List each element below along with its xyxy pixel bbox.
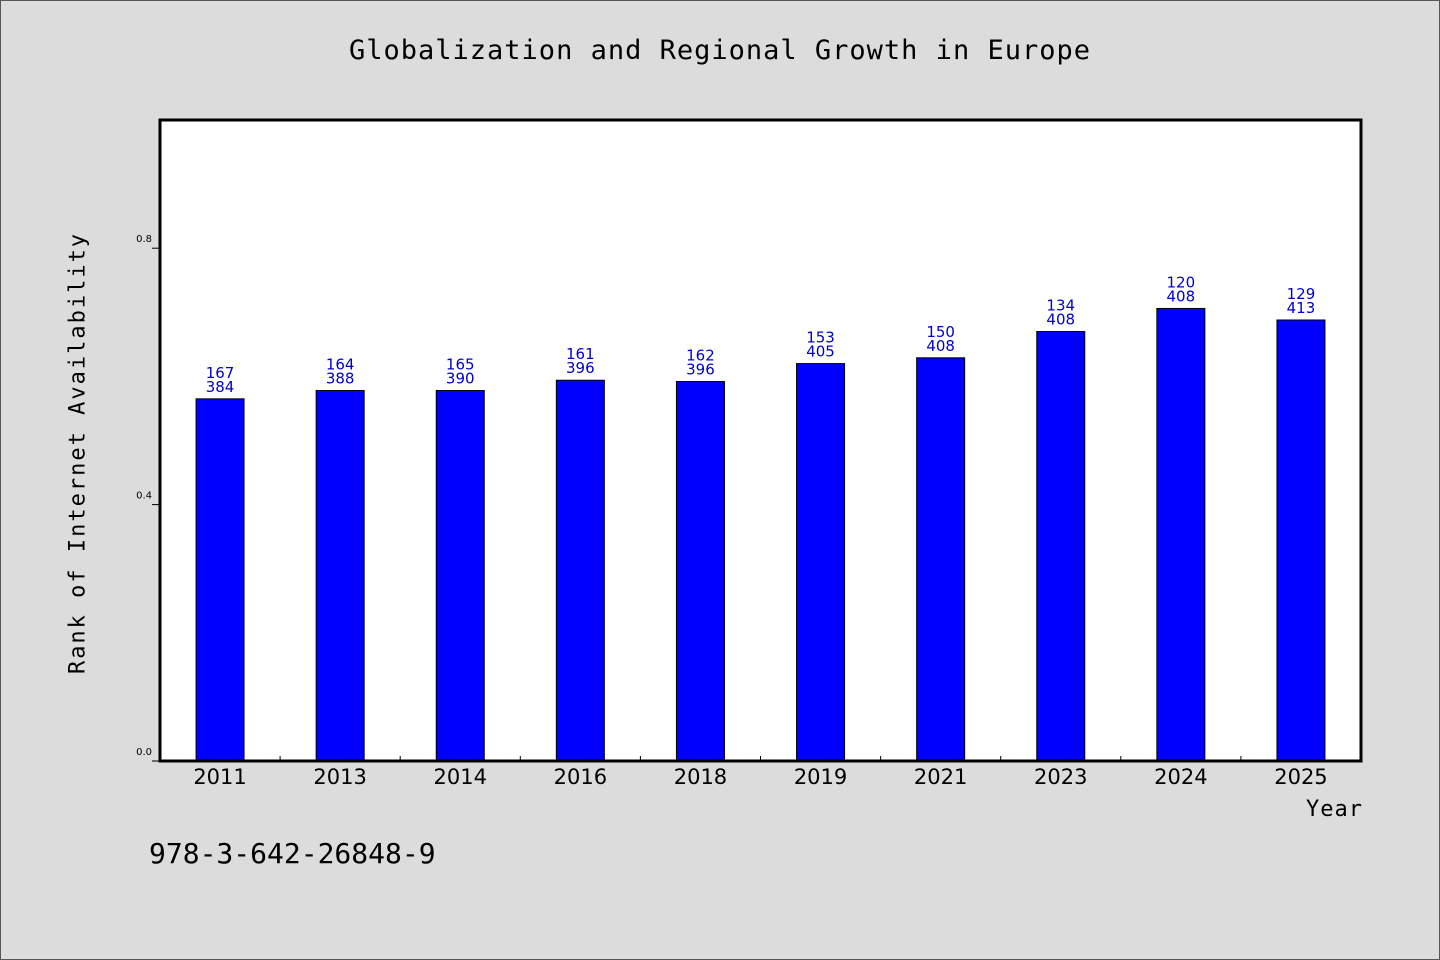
x-tick-label: 2024 xyxy=(1154,765,1207,789)
x-tick-label: 2023 xyxy=(1034,765,1087,789)
bar-label-bottom: 396 xyxy=(686,361,715,379)
y-tick-label: 0.4 xyxy=(136,491,152,502)
bar-label-top: 161 xyxy=(566,345,595,363)
bar xyxy=(1156,307,1206,762)
x-axis-title: Year xyxy=(1306,797,1363,822)
y-tick-label: 0.8 xyxy=(136,234,152,245)
bar xyxy=(1036,331,1086,762)
footer-id-text: 978-3-642-26848-9 xyxy=(149,837,436,870)
bar xyxy=(435,390,485,762)
bar-label-top: 129 xyxy=(1287,285,1316,303)
y-tick-label: 0.0 xyxy=(136,747,152,758)
x-tick-label: 2025 xyxy=(1274,765,1327,789)
x-tick-label: 2011 xyxy=(193,765,246,789)
chart-title: Globalization and Regional Growth in Eur… xyxy=(349,35,1091,66)
bar xyxy=(195,398,245,762)
bar-label-bottom: 408 xyxy=(926,337,955,355)
bar-label-top: 162 xyxy=(686,347,715,365)
bar-label-top: 165 xyxy=(446,356,475,374)
bar-label-bottom: 408 xyxy=(1046,311,1075,329)
bar-label-bottom: 396 xyxy=(566,359,595,377)
bar-label-bottom: 413 xyxy=(1287,299,1316,317)
bar-label-top: 164 xyxy=(326,356,355,374)
bar xyxy=(796,363,846,762)
x-tick-label: 2014 xyxy=(434,765,487,789)
x-tick-label: 2018 xyxy=(674,765,727,789)
bar-label-bottom: 384 xyxy=(206,378,235,396)
bar xyxy=(916,357,966,762)
x-tick-label: 2016 xyxy=(554,765,607,789)
bar xyxy=(555,379,605,762)
bar xyxy=(315,390,365,762)
bar xyxy=(1276,319,1326,762)
bar-label-top: 167 xyxy=(206,364,235,382)
bar-label-top: 153 xyxy=(806,329,835,347)
bar-label-bottom: 388 xyxy=(326,370,355,388)
bar-label-top: 150 xyxy=(926,323,955,341)
bar-label-top: 134 xyxy=(1046,297,1075,315)
x-tick-label: 2019 xyxy=(794,765,847,789)
bar-label-bottom: 390 xyxy=(446,370,475,388)
bar xyxy=(675,381,725,762)
x-tick-label: 2021 xyxy=(914,765,967,789)
bar-label-bottom: 405 xyxy=(806,343,835,361)
plot-frame xyxy=(158,118,1363,763)
bar-label-bottom: 408 xyxy=(1167,287,1196,305)
x-tick-label: 2013 xyxy=(313,765,366,789)
bar-label-top: 120 xyxy=(1167,273,1196,291)
